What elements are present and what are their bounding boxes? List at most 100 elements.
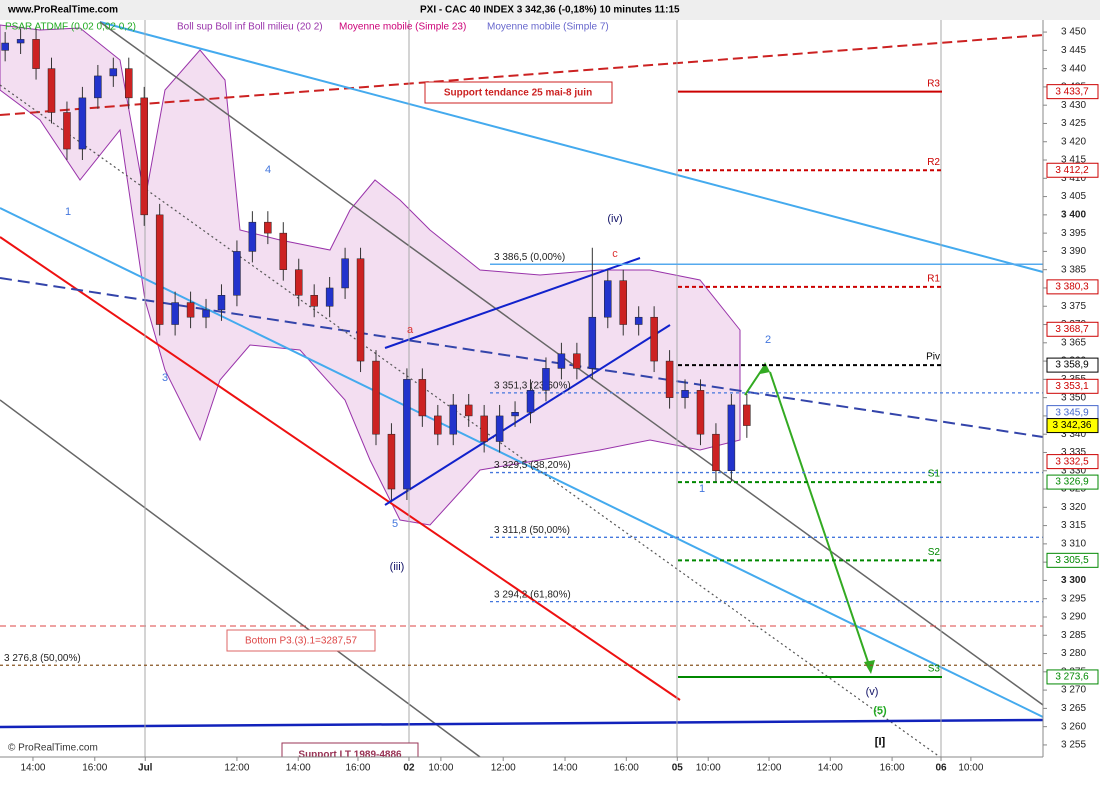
price-box-label: 3 332,5 [1055,456,1089,467]
wave-label: 5 [392,518,398,530]
y-tick-label: 3 405 [1061,191,1086,202]
fib-label: 3 329,5 (38,20%) [494,460,571,471]
price-box-label: 3 433,7 [1055,86,1089,97]
x-tick-label: 10:00 [958,763,983,774]
annotation-box [424,81,613,104]
y-tick-label: 3 285 [1061,630,1086,641]
site-header: www.ProRealTime.com [7,5,118,16]
candle-body [202,309,210,318]
x-tick-label: 14:00 [20,763,45,774]
wave-label: (5) [873,705,887,717]
wave-label: 1 [699,483,705,495]
legend-entry: PSAR ATDMF (0,02 0,02 0,2) [5,22,136,33]
candle-body [464,404,473,417]
candle-body [696,390,705,435]
candle-body [650,316,658,362]
price-box [1046,357,1099,373]
wave-label: [I] [875,736,886,748]
candle-body [47,68,56,113]
candle-body [140,97,148,216]
y-tick-label: 3 385 [1061,264,1086,275]
y-tick-label: 3 415 [1061,155,1086,166]
price-box-label: 3 326,9 [1055,477,1089,488]
candle-body [727,404,736,472]
y-tick-label: 3 400 [1061,209,1086,220]
legend: PSAR ATDMF (0,02 0,02 0,2) Boll sup Boll … [5,22,609,33]
candle-body [665,360,674,398]
candle-body [310,295,318,307]
x-tick-label: 14:00 [818,763,843,774]
candle-body [681,390,689,398]
y-tick-label: 3 395 [1061,228,1086,239]
pivot-name: R1 [927,274,940,285]
y-tick-label: 3 260 [1061,721,1086,732]
annotation: Support LT 1989-4886 [298,750,402,761]
candle-body [264,221,272,234]
y-tick-label: 3 335 [1061,447,1086,458]
price-box [1046,378,1099,394]
candle-body [434,415,442,435]
legend-entry: Boll sup Boll inf Boll milieu (20 2) [177,22,323,33]
x-tick-label: 16:00 [614,763,639,774]
channel-line [99,21,1044,706]
price-box [1046,279,1099,295]
candle-body [511,412,519,417]
candle-body [325,287,334,307]
x-tick-label: 16:00 [880,763,905,774]
y-tick-label: 3 350 [1061,392,1086,403]
wave-label: (iii) [390,561,405,573]
candle-body [1,42,9,51]
fib-label: 3 351,3 (23,60%) [494,381,571,392]
pivot-name: S3 [928,664,941,675]
x-tick-label: 12:00 [491,763,516,774]
candle-body [418,379,427,417]
support-line [0,718,1044,729]
candles [1,28,751,501]
x-tick-label: 16:00 [345,763,370,774]
annotation: Support tendance 25 mai-8 juin [444,88,592,99]
trend-line [99,21,1044,273]
wave-label: 3 [162,372,168,384]
candle-body [171,302,179,325]
y-tick-label: 3 375 [1061,301,1086,312]
candle-body [526,390,535,413]
x-tick-label: 14:00 [286,763,311,774]
y-tick-label: 3 255 [1061,740,1086,751]
y-tick-label: 3 440 [1061,63,1086,74]
price-box-label: 3 380,3 [1055,282,1089,293]
y-tick-label: 3 365 [1061,337,1086,348]
wave-label: 1 [65,206,71,218]
candle-body [712,433,720,472]
price-box-label: 3 368,7 [1055,324,1089,335]
candle-body [248,221,257,252]
x-tick-label: 16:00 [82,763,107,774]
candle-body [480,415,488,442]
y-tick-label: 3 420 [1061,136,1086,147]
pivot-name: S2 [928,547,941,558]
y-tick-label: 3 320 [1061,502,1086,513]
price-box-label: 3 305,5 [1055,555,1089,566]
legend-entry: Moyenne mobile (Simple 23) [339,22,466,33]
price-box [1046,474,1099,490]
candle-body [588,316,597,369]
wedge-line [384,257,641,349]
price-box [1046,552,1099,568]
candle-body [32,39,40,69]
price-box [1046,84,1099,100]
candle-body [78,97,87,150]
pivot-name: S1 [928,469,941,480]
y-tick-label: 3 300 [1061,575,1086,586]
pivot-name: R3 [927,78,940,89]
x-tick-label: 12:00 [756,763,781,774]
price-box-label: 3 358,9 [1055,360,1089,371]
wave-label: 4 [265,164,271,176]
x-tick-label: 14:00 [553,763,578,774]
candle-body [155,214,164,325]
price-box [1046,162,1099,178]
price-box-label: 3 342,36 [1053,420,1092,431]
y-tick-label: 3 280 [1061,648,1086,659]
x-tick-label: 05 [672,763,684,774]
candle-body [125,68,133,99]
